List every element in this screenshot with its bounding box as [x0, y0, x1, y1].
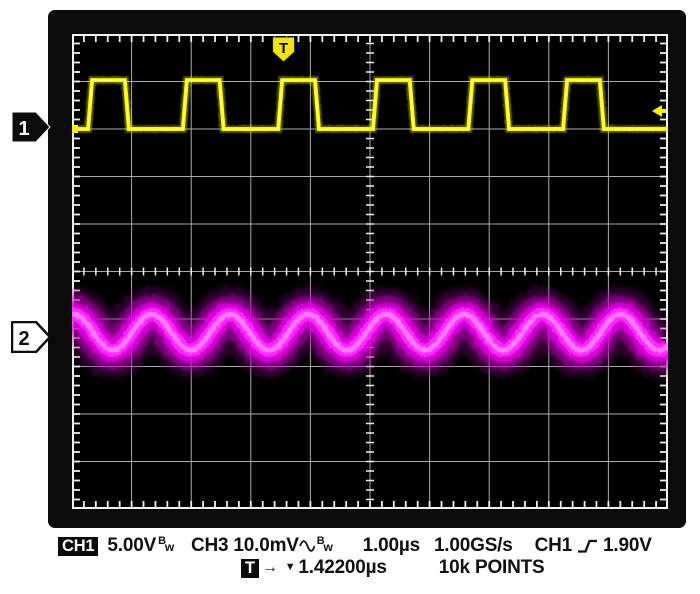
- trigger-source-readout: CH1: [534, 535, 573, 556]
- rising-edge-icon: [578, 539, 598, 553]
- trigger-marker-label: T: [279, 40, 288, 57]
- grid-border: [72, 34, 668, 509]
- ch3-bandwidth-b: B: [316, 535, 325, 547]
- trigger-level-arrow-icon: [652, 104, 666, 117]
- ch1-bandwidth-b: B: [158, 535, 166, 547]
- trigger-level-readout: 1.90V: [603, 535, 652, 556]
- down-triangle-icon: ▼: [284, 561, 296, 573]
- ch1-trace: [72, 76, 668, 133]
- channel-2-marker: 2: [11, 321, 51, 353]
- channel-1-arrow-shape: [11, 111, 51, 143]
- ch3-bandwidth-w: w: [323, 540, 333, 554]
- channel-2-label: 2: [18, 328, 29, 350]
- ch1-ground-tick: [72, 125, 78, 133]
- trigger-position-marker: T: [272, 36, 296, 63]
- sample-rate-readout: 1.00GS/s: [433, 535, 513, 556]
- trigger-badge: T: [241, 558, 259, 578]
- ch3-scale: 10.0mV: [233, 535, 299, 556]
- trigger-delay-readout: 1.42200µs: [298, 557, 387, 578]
- ch1-badge: CH1: [58, 536, 99, 556]
- channel-1-label: 1: [18, 118, 29, 140]
- right-arrow-icon: →: [261, 559, 278, 576]
- ch1-bandwidth-w: w: [164, 540, 174, 554]
- record-length-readout: 10k POINTS: [438, 557, 545, 578]
- readout-line-2: T → ▼ 1.42200µs 10k POINTS: [241, 557, 545, 578]
- ch1-scale: 5.00V: [107, 535, 157, 556]
- graticule-display: T: [72, 34, 668, 509]
- timebase-readout: 1.00µs: [362, 535, 420, 556]
- channel-2-arrow-shape: [11, 321, 51, 353]
- ch3-label: CH3: [190, 535, 229, 556]
- channel-1-marker: 1: [11, 111, 51, 143]
- ac-sine-icon: [298, 540, 315, 552]
- ch3-trace: [72, 287, 668, 378]
